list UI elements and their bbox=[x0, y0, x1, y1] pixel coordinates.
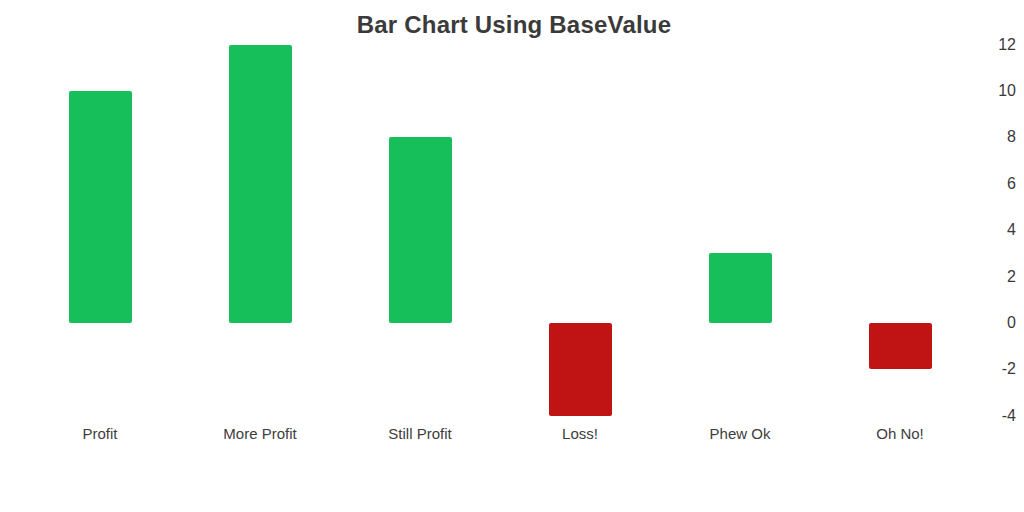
y-tick-label--2: -2 bbox=[956, 359, 1016, 379]
y-tick-label-8: 8 bbox=[956, 127, 1016, 147]
y-tick-label--4: -4 bbox=[956, 406, 1016, 426]
y-tick-label-0: 0 bbox=[956, 313, 1016, 333]
y-tick-label-10: 10 bbox=[956, 81, 1016, 101]
bar-chart: Bar Chart Using BaseValue ProfitMore Pro… bbox=[0, 0, 1024, 512]
y-tick-label-12: 12 bbox=[956, 35, 1016, 55]
y-axis: 12 10 8 6 4 2 0 -2 -4 bbox=[0, 0, 1024, 512]
y-tick-label-6: 6 bbox=[956, 174, 1016, 194]
y-tick-label-4: 4 bbox=[956, 220, 1016, 240]
y-tick-label-2: 2 bbox=[956, 267, 1016, 287]
